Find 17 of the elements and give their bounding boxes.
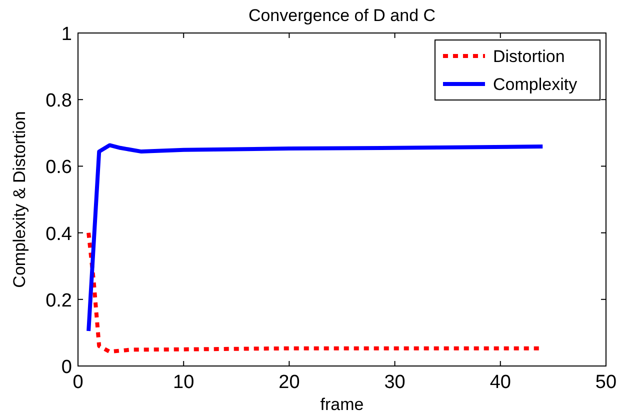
- y-tick-label: 0.6: [46, 157, 72, 178]
- y-tick-label: 0.4: [46, 224, 72, 245]
- legend-label: Complexity: [493, 75, 578, 94]
- x-tick-label: 20: [278, 372, 300, 393]
- x-tick-label: 40: [490, 372, 511, 393]
- line-series: [86, 143, 545, 334]
- legend-label: Distortion: [493, 47, 565, 66]
- x-tick-label: 10: [173, 372, 194, 393]
- y-tick-label: 0.8: [46, 90, 72, 112]
- y-tick-label: 0: [61, 357, 72, 378]
- x-tick-label: 50: [595, 372, 617, 393]
- y-tick-label: 1: [61, 24, 72, 45]
- y-tick-label: 0.2: [46, 290, 72, 312]
- x-axis-title: frame: [320, 395, 364, 414]
- y-axis-title: Complexity & Distortion: [10, 111, 29, 288]
- chart-title: Convergence of D and C: [248, 6, 436, 25]
- x-tick-label: 30: [384, 372, 406, 393]
